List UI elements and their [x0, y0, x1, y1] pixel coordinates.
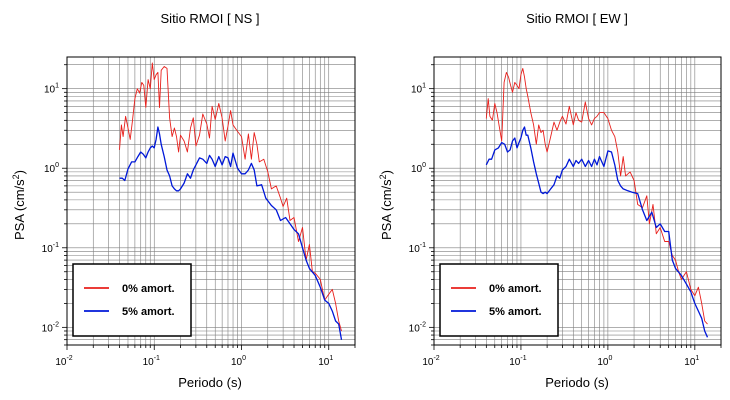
- tick-label-base: 10: [55, 357, 67, 368]
- tick-label-exponent: -2: [66, 355, 72, 362]
- tick-label-exponent: 1: [55, 83, 59, 90]
- chart-title: Sitio RMOI [ NS ]: [161, 11, 260, 26]
- chart-panel-ew: Sitio RMOI [ EW ] 10-2 10-1 100 10110-210-1…: [378, 11, 722, 390]
- tick-label-base: 10: [42, 244, 54, 255]
- tick-label-exponent: -2: [53, 321, 59, 328]
- tick-label-exponent: -1: [420, 242, 426, 249]
- x-tick-label: 101: [318, 355, 333, 368]
- tick-marks: [62, 64, 356, 350]
- x-axis-label: Periodo (s): [545, 375, 609, 390]
- y-axis-label: PSA (cm/s2): [11, 170, 27, 240]
- tick-label-exponent: 0: [242, 355, 246, 362]
- tick-label-base: 10: [231, 357, 243, 368]
- x-axis-label: Periodo (s): [178, 375, 242, 390]
- tick-label-exponent: -2: [433, 355, 439, 362]
- series-line-undamped: [119, 62, 342, 332]
- tick-label-exponent: 1: [329, 355, 333, 362]
- tick-label-exponent: -1: [154, 355, 160, 362]
- tick-label-base: 10: [44, 85, 56, 96]
- tick-label-base: 10: [684, 357, 696, 368]
- tick-label-base: 10: [409, 244, 421, 255]
- tick-label-exponent: 0: [608, 355, 612, 362]
- legend: 0% amort. 5% amort.: [439, 263, 559, 337]
- tick-label-exponent: -1: [520, 355, 526, 362]
- y-axis-label: PSA (cm/s2): [378, 170, 394, 240]
- tick-label-base: 10: [318, 357, 330, 368]
- plot-frame: [66, 56, 356, 346]
- y-tick-label: 101: [44, 83, 59, 96]
- chart-panel-ns: Sitio RMOI [ NS ] 10-2 10-1 100 10110-210-1…: [11, 11, 356, 390]
- series-line-damped: [119, 126, 343, 340]
- legend-label: 0% amort.: [489, 283, 542, 295]
- y-tick-label: 10-1: [409, 242, 426, 255]
- x-tick-label: 101: [684, 355, 699, 368]
- x-tick-label: 10-2: [422, 355, 439, 368]
- legend-box: [72, 263, 192, 337]
- chart-title: Sitio RMOI [ EW ]: [526, 11, 628, 26]
- tick-label-exponent: 1: [695, 355, 699, 362]
- tick-label-base: 10: [411, 164, 423, 175]
- legend: 0% amort. 5% amort.: [72, 263, 192, 337]
- tick-label-base: 10: [143, 357, 155, 368]
- tick-label-exponent: -1: [53, 242, 59, 249]
- y-axis-label-superscript: 2: [11, 174, 21, 179]
- y-tick-label: 10-2: [409, 321, 426, 334]
- x-tick-label: 10-1: [509, 355, 526, 368]
- tick-label-base: 10: [44, 164, 56, 175]
- tick-label-base: 10: [409, 323, 421, 334]
- y-tick-label: 100: [411, 162, 426, 175]
- y-tick-label: 10-1: [42, 242, 59, 255]
- y-tick-label: 100: [44, 162, 59, 175]
- plot-frame: [433, 56, 722, 346]
- tick-label-base: 10: [422, 357, 434, 368]
- tick-label-base: 10: [411, 85, 423, 96]
- legend-label: 5% amort.: [489, 306, 542, 318]
- y-tick-label: 101: [411, 83, 426, 96]
- tick-label-exponent: 1: [422, 83, 426, 90]
- x-tick-label: 10-1: [143, 355, 160, 368]
- series-line-damped: [485, 126, 709, 338]
- x-tick-label: 100: [231, 355, 246, 368]
- tick-label-exponent: -2: [420, 321, 426, 328]
- x-tick-label: 100: [597, 355, 612, 368]
- tick-label-base: 10: [597, 357, 609, 368]
- y-tick-label: 10-2: [42, 321, 59, 334]
- tick-label-exponent: 0: [422, 162, 426, 169]
- tick-marks: [429, 64, 722, 350]
- series-line-undamped: [485, 67, 708, 325]
- x-tick-label: 10-2: [55, 355, 72, 368]
- legend-box: [439, 263, 559, 337]
- tick-label-base: 10: [509, 357, 521, 368]
- legend-label: 0% amort.: [122, 283, 175, 295]
- tick-label-exponent: 0: [55, 162, 59, 169]
- y-axis-label-superscript: 2: [378, 174, 388, 179]
- tick-label-base: 10: [42, 323, 54, 334]
- legend-label: 5% amort.: [122, 306, 175, 318]
